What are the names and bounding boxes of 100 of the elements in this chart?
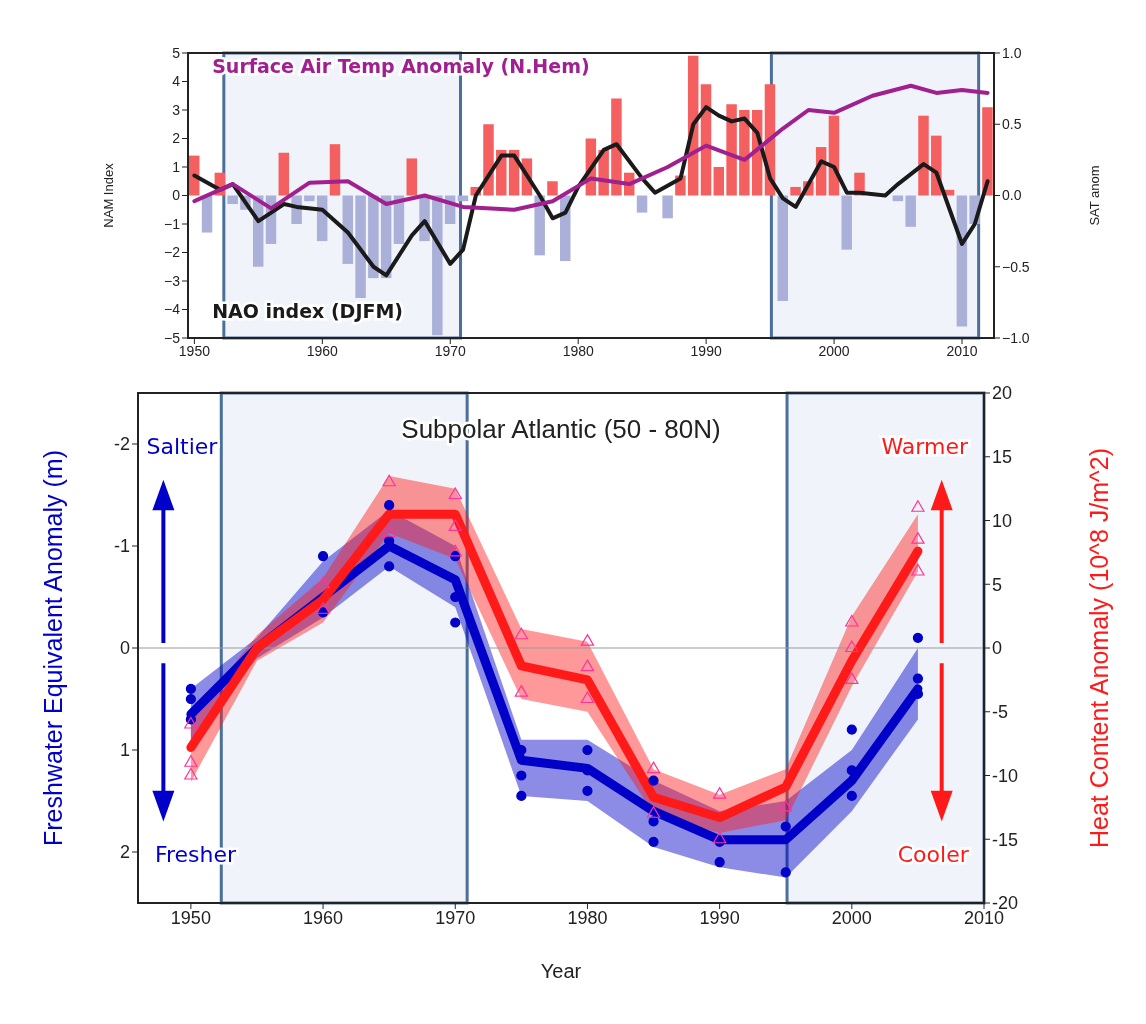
point [514, 685, 529, 697]
point [316, 602, 330, 614]
point [845, 672, 859, 684]
y2-tick-label: -5 [992, 702, 1009, 723]
bar [662, 195, 673, 219]
bar [790, 186, 801, 196]
x-tick-label: 1990 [690, 342, 722, 359]
point [384, 500, 395, 511]
x-tick-label: 1990 [699, 907, 740, 928]
y2-axis-title: SAT anom [1086, 165, 1102, 226]
annotation: Warmer [881, 434, 969, 460]
y2-tick-label: −1.0 [1002, 329, 1030, 346]
x-tick-label: 2000 [818, 342, 850, 359]
point [648, 836, 659, 847]
point [779, 799, 793, 812]
point [184, 767, 198, 780]
y-tick-label: 1 [119, 740, 130, 761]
line-series [192, 105, 990, 278]
point [184, 716, 198, 729]
y2-tick-label: -10 [992, 765, 1019, 786]
y-tick-label: 1 [172, 158, 181, 175]
y-tick-label: 0 [172, 187, 181, 204]
annotation: Cooler [897, 842, 970, 868]
y-tick-label: 2 [119, 842, 130, 863]
point [316, 576, 330, 589]
bar [304, 195, 315, 202]
y-tick-label: −3 [164, 272, 181, 289]
y-tick-label: -2 [113, 434, 130, 455]
point [582, 785, 593, 796]
point [712, 831, 727, 844]
line-series [192, 83, 990, 212]
y-tick-label: -1 [113, 536, 130, 557]
x-tick-label: 2010 [946, 342, 978, 359]
point [382, 525, 396, 538]
point [846, 765, 857, 776]
y2-tick-label: 5 [992, 574, 1003, 595]
point [912, 673, 924, 684]
y2-tick-label: 1.0 [1002, 44, 1022, 61]
y-tick-label: 3 [172, 101, 181, 118]
point [514, 627, 529, 640]
point [911, 563, 925, 576]
point [450, 617, 461, 628]
point [580, 659, 595, 672]
bar [982, 107, 993, 196]
point [384, 561, 395, 572]
point [846, 724, 857, 735]
x-tick-label: 1980 [562, 342, 594, 359]
x-tick-label: 1960 [303, 907, 344, 928]
y-tick-label: 2 [172, 130, 181, 147]
x-tick-label: 1950 [178, 342, 211, 359]
point [780, 867, 791, 878]
bar [432, 195, 443, 336]
bar [547, 181, 558, 196]
point [648, 775, 659, 786]
y2-tick-label: 10 [992, 510, 1013, 531]
point [582, 744, 593, 756]
point [580, 691, 595, 704]
point [712, 787, 727, 799]
bar [841, 195, 852, 250]
point [648, 816, 659, 827]
point [448, 544, 462, 557]
annotation: Saltier [146, 434, 219, 460]
point [580, 634, 595, 646]
point [185, 683, 196, 694]
y2-tick-label: 0 [992, 638, 1003, 659]
y-tick-label: −5 [164, 329, 181, 346]
x-axis-title: Year [540, 960, 582, 982]
bar [611, 98, 622, 196]
bar [201, 195, 213, 233]
bar [278, 152, 290, 196]
bar [406, 158, 417, 196]
y-tick-label: 4 [172, 73, 181, 90]
y-tick-label: −2 [164, 244, 181, 261]
x-tick-label: 1950 [170, 907, 211, 928]
y2-tick-label: -15 [992, 829, 1019, 850]
y2-axis-title: Heat Content Anomaly (10^8 J/m^2) [1084, 447, 1113, 849]
point [516, 770, 527, 781]
point [646, 761, 661, 774]
point [184, 755, 198, 767]
y-tick-label: −4 [164, 301, 181, 318]
y2-tick-label: 0.5 [1002, 116, 1022, 133]
bar [918, 115, 929, 196]
point [714, 857, 725, 868]
point [912, 632, 924, 643]
y-tick-label: 5 [172, 44, 181, 61]
bar [905, 195, 916, 227]
y-tick-label: −1 [164, 215, 181, 232]
point [780, 821, 791, 832]
x-tick-label: 1970 [435, 907, 476, 928]
x-tick-label: 2000 [831, 907, 872, 928]
bar [636, 195, 648, 213]
point [448, 519, 462, 531]
point [845, 614, 859, 627]
point [646, 806, 661, 818]
y-tick-label: 0 [119, 638, 130, 659]
point [845, 640, 859, 653]
y2-tick-label: 0.0 [1002, 187, 1022, 204]
point [846, 790, 857, 802]
point [911, 532, 925, 544]
point [516, 790, 527, 802]
